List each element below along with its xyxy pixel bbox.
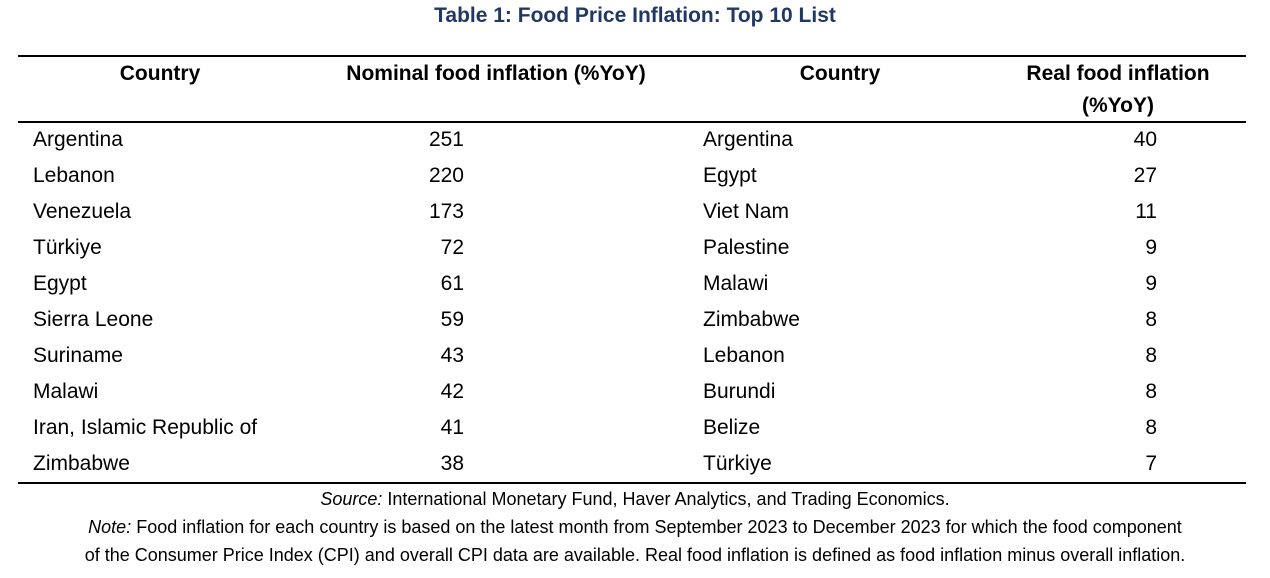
nominal-country-cell: Sierra Leone [33, 308, 154, 331]
table-row: Venezuela 173 Viet Nam 11 [0, 194, 1270, 230]
nominal-country-cell: Venezuela [33, 200, 132, 223]
table-row: Lebanon 220 Egypt 27 [0, 158, 1270, 194]
table-top-rule [18, 55, 1246, 57]
note-label: Note: [88, 517, 132, 537]
note-line-2: of the Consumer Price Index (CPI) and ov… [0, 541, 1270, 569]
real-country-cell: Belize [703, 416, 761, 439]
nominal-country-cell: Suriname [33, 344, 123, 367]
nominal-country-cell: Türkiye [33, 236, 102, 259]
note-text-line1: Food inflation for each country is based… [131, 517, 1182, 537]
header-country-right: Country [799, 62, 881, 85]
nominal-value-cell: 61 [440, 272, 464, 295]
table-row: Suriname 43 Lebanon 8 [0, 338, 1270, 374]
real-country-cell: Zimbabwe [703, 308, 800, 331]
real-country-cell: Lebanon [703, 344, 785, 367]
real-value-cell: 9 [1145, 236, 1157, 259]
header-real-inflation-line2: (%YoY) [1082, 94, 1154, 117]
nominal-value-cell: 38 [440, 452, 464, 475]
nominal-value-cell: 72 [440, 236, 464, 259]
table-row: Türkiye 72 Palestine 9 [0, 230, 1270, 266]
real-value-cell: 8 [1145, 380, 1157, 403]
real-country-cell: Egypt [703, 164, 757, 187]
real-country-cell: Türkiye [703, 452, 772, 475]
nominal-value-cell: 41 [440, 416, 464, 439]
real-value-cell: 8 [1145, 416, 1157, 439]
table-bottom-rule [18, 482, 1246, 484]
real-value-cell: 27 [1133, 164, 1157, 187]
header-country-left: Country [119, 62, 201, 85]
real-country-cell: Palestine [703, 236, 790, 259]
table-row: Malawi 42 Burundi 8 [0, 374, 1270, 410]
header-real-inflation: Real food inflation (%YoY) [987, 58, 1249, 122]
note-line-1: Note: Food inflation for each country is… [0, 513, 1270, 541]
header-real-inflation-line1: Real food inflation [1026, 62, 1210, 85]
table-row: Iran, Islamic Republic of 41 Belize 8 [0, 410, 1270, 446]
real-country-cell: Viet Nam [703, 200, 789, 223]
nominal-country-cell: Iran, Islamic Republic of [33, 416, 258, 439]
note-text-line2: of the Consumer Price Index (CPI) and ov… [84, 545, 1186, 565]
real-value-cell: 11 [1135, 200, 1157, 223]
nominal-value-cell: 59 [440, 308, 464, 331]
table-header-rule [18, 121, 1246, 123]
nominal-country-cell: Lebanon [33, 164, 115, 187]
nominal-country-cell: Argentina [33, 128, 123, 151]
nominal-value-cell: 43 [440, 344, 464, 367]
table-title: Table 1: Food Price Inflation: Top 10 Li… [434, 4, 836, 27]
source-text: International Monetary Fund, Haver Analy… [382, 489, 950, 509]
real-value-cell: 9 [1145, 272, 1157, 295]
nominal-value-cell: 173 [428, 200, 464, 223]
real-value-cell: 7 [1145, 452, 1157, 475]
real-value-cell: 40 [1133, 128, 1157, 151]
real-value-cell: 8 [1145, 308, 1157, 331]
nominal-value-cell: 251 [428, 128, 464, 151]
table-row: Zimbabwe 38 Türkiye 7 [0, 446, 1270, 482]
nominal-country-cell: Egypt [33, 272, 87, 295]
nominal-country-cell: Zimbabwe [33, 452, 130, 475]
nominal-value-cell: 42 [440, 380, 464, 403]
nominal-value-cell: 220 [428, 164, 464, 187]
source-note: Source: International Monetary Fund, Hav… [0, 485, 1270, 513]
header-nominal-inflation: Nominal food inflation (%YoY) [346, 62, 646, 85]
table-row: Argentina 251 Argentina 40 [0, 122, 1270, 158]
real-country-cell: Malawi [703, 272, 769, 295]
table-row: Sierra Leone 59 Zimbabwe 8 [0, 302, 1270, 338]
real-country-cell: Argentina [703, 128, 793, 151]
real-value-cell: 8 [1145, 344, 1157, 367]
real-country-cell: Burundi [703, 380, 776, 403]
table-row: Egypt 61 Malawi 9 [0, 266, 1270, 302]
nominal-country-cell: Malawi [33, 380, 99, 403]
source-label: Source: [320, 489, 383, 509]
